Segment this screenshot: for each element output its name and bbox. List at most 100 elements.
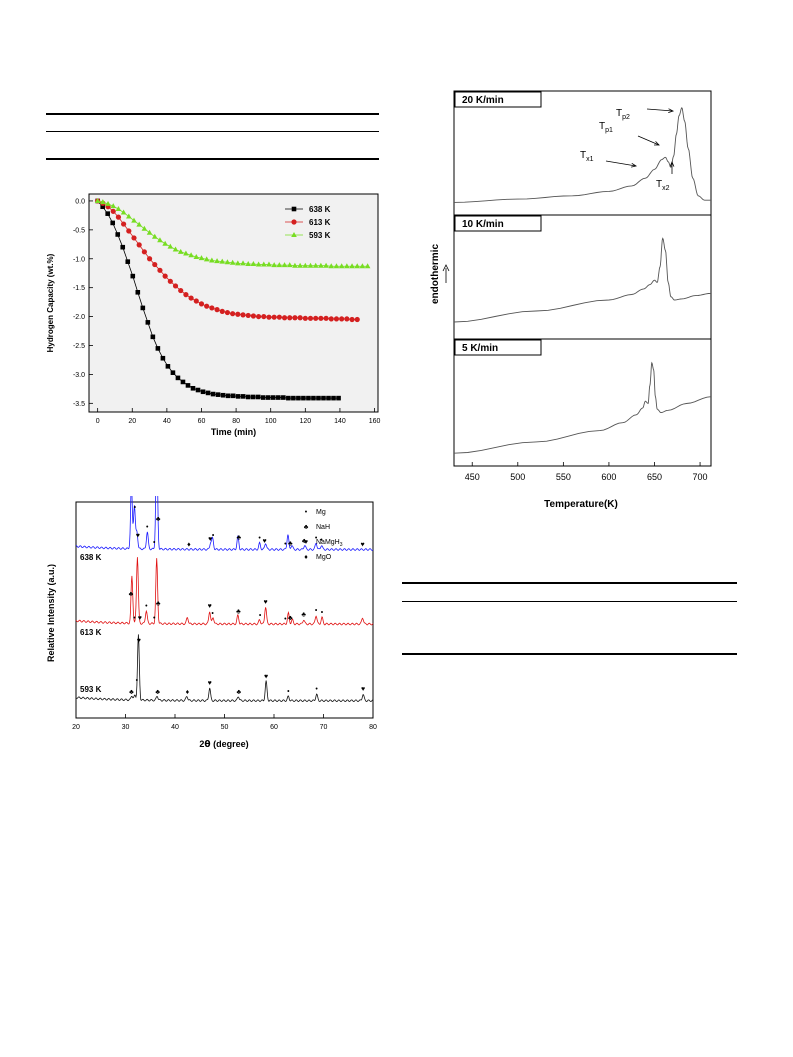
desorption-kinetics-chart: 0 20 40 60 80 100 120 140 160 0.0 -0.5 -1.0 -1.5 -2.0… xyxy=(46,193,381,437)
x-tick-label: 60 xyxy=(198,418,206,425)
dsc-curve xyxy=(453,361,712,454)
rate-label: 20 K/min xyxy=(462,95,504,106)
data-point xyxy=(146,256,153,262)
data-point xyxy=(115,206,122,212)
phase-marker: • xyxy=(136,677,139,684)
data-point xyxy=(312,262,319,268)
phase-marker: ♣ xyxy=(156,516,161,523)
phase-marker: • xyxy=(212,532,215,539)
phase-marker: ♥ xyxy=(208,680,212,687)
x-tick-label: 160 xyxy=(369,418,381,425)
data-point xyxy=(349,263,355,269)
data-point xyxy=(307,262,314,268)
y-axis-label: Hydrogen Capacity (wt.%) xyxy=(46,253,55,352)
data-point xyxy=(364,263,371,269)
data-point xyxy=(177,248,184,254)
annotation-arrow xyxy=(637,135,660,146)
data-point xyxy=(220,392,226,398)
data-point xyxy=(302,315,308,321)
data-point xyxy=(120,244,126,250)
data-point xyxy=(224,259,231,265)
legend-label: NaH xyxy=(316,524,330,531)
y-tick-label: -0.5 xyxy=(73,227,85,234)
x-tick-label: 650 xyxy=(647,472,662,482)
x-tick-label: 450 xyxy=(465,472,480,482)
data-point xyxy=(110,220,116,226)
y-tick-label: -3.5 xyxy=(73,401,85,408)
data-point xyxy=(260,261,267,267)
x-tick-label: 120 xyxy=(299,418,311,425)
data-point xyxy=(210,391,216,397)
data-point xyxy=(115,214,122,220)
data-point xyxy=(125,259,131,264)
x-axis-label: Time (min) xyxy=(211,427,256,437)
y-tick-label: 0.0 xyxy=(75,198,85,205)
y-axis-label: Relative Intensity (a.u.) xyxy=(46,564,56,662)
data-point xyxy=(265,395,271,400)
phase-marker: ♣ xyxy=(288,540,293,547)
data-point xyxy=(183,250,189,256)
pattern-label: 593 K xyxy=(80,685,102,694)
data-point xyxy=(235,260,241,266)
data-point xyxy=(146,229,153,235)
phase-marker: ♥ xyxy=(361,542,365,549)
y-tick-label: -2.5 xyxy=(73,343,85,350)
data-point xyxy=(240,394,246,399)
x-tick-label: 30 xyxy=(122,724,130,731)
data-point xyxy=(150,334,156,340)
pattern-line-613-K xyxy=(75,557,374,626)
data-point xyxy=(126,228,132,234)
x-tick-label: 50 xyxy=(221,724,229,731)
legend-marker xyxy=(291,219,297,225)
rate-label-box xyxy=(454,339,542,356)
up-arrow-icon xyxy=(442,264,450,283)
data-point xyxy=(292,315,298,321)
y-tick-label: -1.0 xyxy=(73,256,85,263)
data-point xyxy=(162,240,168,246)
phase-marker: ♣ xyxy=(237,689,242,696)
data-point xyxy=(292,262,298,268)
data-point xyxy=(229,259,236,265)
data-point xyxy=(165,364,171,369)
x-tick-label: 100 xyxy=(265,418,277,425)
data-point xyxy=(215,392,221,397)
data-point xyxy=(281,395,286,400)
data-point xyxy=(245,260,252,266)
data-point xyxy=(135,290,141,295)
x-axis-label: Temperature(K) xyxy=(544,499,618,510)
phase-marker: • xyxy=(153,615,156,622)
rate-label: 5 K/min xyxy=(462,343,498,354)
data-point xyxy=(323,262,329,268)
data-point xyxy=(105,211,110,216)
pattern-line-593-K xyxy=(75,634,374,703)
phase-marker: • xyxy=(320,537,323,544)
data-point xyxy=(306,395,311,401)
data-point xyxy=(291,395,296,401)
plot-frame xyxy=(88,193,379,413)
data-point xyxy=(167,243,174,249)
data-point xyxy=(230,393,236,399)
legend-marker xyxy=(291,206,297,212)
data-point xyxy=(271,395,276,400)
data-point xyxy=(205,390,211,396)
x-tick-label: 500 xyxy=(510,472,525,482)
x-tick-label: 140 xyxy=(334,418,346,425)
data-point xyxy=(183,292,189,298)
legend-symbol: ♥ xyxy=(304,539,308,546)
phase-marker: ♣ xyxy=(301,612,306,619)
data-point xyxy=(316,395,321,401)
x-tick-label: 550 xyxy=(556,472,571,482)
data-point xyxy=(344,263,350,269)
x-tick-label: 60 xyxy=(270,724,278,731)
data-point xyxy=(328,263,335,269)
arrow-head-icon xyxy=(631,162,638,168)
phase-marker: ♣ xyxy=(236,609,241,616)
data-point xyxy=(193,254,200,260)
data-point xyxy=(354,263,361,269)
data-point xyxy=(155,346,161,351)
data-point xyxy=(151,233,158,239)
data-point xyxy=(190,385,196,391)
pattern-line-638-K xyxy=(75,496,374,551)
phase-marker: ♣ xyxy=(237,535,242,542)
data-point xyxy=(235,394,241,399)
